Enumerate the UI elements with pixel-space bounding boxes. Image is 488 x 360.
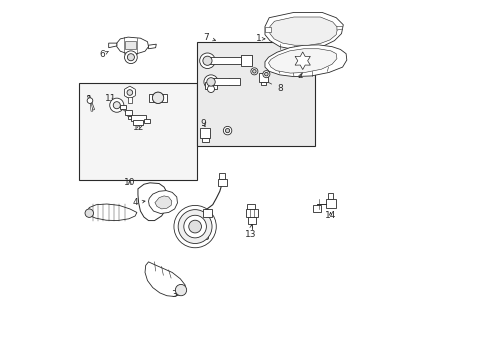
Text: 11: 11: [104, 94, 116, 103]
Polygon shape: [269, 17, 337, 45]
Circle shape: [206, 78, 215, 86]
Circle shape: [152, 92, 163, 103]
Circle shape: [252, 69, 256, 73]
Bar: [143, 118, 150, 123]
Bar: [125, 41, 136, 49]
Polygon shape: [246, 209, 257, 217]
Polygon shape: [264, 27, 270, 32]
Circle shape: [127, 90, 132, 95]
Polygon shape: [336, 27, 342, 30]
Polygon shape: [155, 196, 171, 209]
Polygon shape: [247, 217, 255, 224]
Bar: [133, 120, 143, 125]
Circle shape: [264, 72, 267, 76]
Bar: [128, 116, 133, 119]
Bar: [313, 205, 321, 212]
Circle shape: [124, 87, 135, 98]
Polygon shape: [264, 45, 346, 77]
Circle shape: [127, 54, 134, 61]
Polygon shape: [138, 183, 167, 221]
Text: 7: 7: [203, 33, 215, 42]
Circle shape: [250, 68, 257, 75]
Bar: [241, 55, 251, 66]
Bar: [131, 115, 145, 121]
Bar: [247, 204, 255, 209]
Bar: [325, 199, 335, 207]
Bar: [200, 129, 210, 138]
Bar: [207, 57, 241, 64]
Bar: [127, 97, 132, 103]
Polygon shape: [87, 95, 94, 110]
Bar: [203, 209, 211, 217]
Polygon shape: [148, 44, 156, 49]
Text: 12: 12: [133, 123, 144, 132]
Circle shape: [203, 75, 218, 89]
Bar: [197, 42, 314, 147]
Circle shape: [203, 56, 212, 66]
Bar: [79, 83, 197, 180]
Polygon shape: [124, 86, 135, 99]
Text: 13: 13: [244, 225, 256, 239]
Circle shape: [188, 220, 201, 233]
Circle shape: [174, 206, 216, 248]
Bar: [202, 138, 208, 142]
Polygon shape: [148, 190, 177, 213]
Polygon shape: [264, 12, 343, 49]
Circle shape: [175, 284, 186, 296]
Circle shape: [178, 210, 212, 243]
Circle shape: [223, 126, 231, 135]
Bar: [219, 173, 225, 179]
Polygon shape: [87, 95, 93, 111]
Polygon shape: [108, 43, 117, 48]
Bar: [261, 82, 265, 85]
Text: 1: 1: [255, 34, 264, 43]
Circle shape: [183, 215, 206, 238]
Bar: [218, 179, 226, 186]
Bar: [125, 111, 131, 115]
Text: 4: 4: [132, 198, 145, 207]
Polygon shape: [145, 262, 185, 296]
Polygon shape: [87, 204, 137, 221]
Circle shape: [87, 98, 93, 103]
Text: 2: 2: [297, 71, 303, 80]
Circle shape: [85, 209, 93, 217]
Bar: [212, 78, 240, 85]
Circle shape: [207, 85, 214, 93]
Circle shape: [113, 102, 120, 109]
Circle shape: [263, 71, 269, 78]
Text: 10: 10: [124, 178, 135, 187]
Bar: [120, 105, 125, 109]
Text: 6: 6: [99, 50, 108, 59]
Bar: [204, 82, 217, 89]
Text: 8: 8: [262, 79, 282, 93]
Polygon shape: [117, 37, 148, 54]
Polygon shape: [294, 52, 310, 69]
Polygon shape: [268, 49, 336, 73]
Circle shape: [225, 129, 229, 133]
Bar: [328, 193, 332, 199]
Text: 3: 3: [171, 290, 180, 299]
Text: 9: 9: [200, 119, 205, 128]
Circle shape: [199, 53, 215, 68]
Text: 5: 5: [198, 231, 209, 242]
Text: 14: 14: [324, 211, 336, 220]
Circle shape: [109, 98, 123, 112]
Bar: [149, 94, 166, 102]
Bar: [259, 73, 267, 82]
Circle shape: [124, 51, 137, 64]
